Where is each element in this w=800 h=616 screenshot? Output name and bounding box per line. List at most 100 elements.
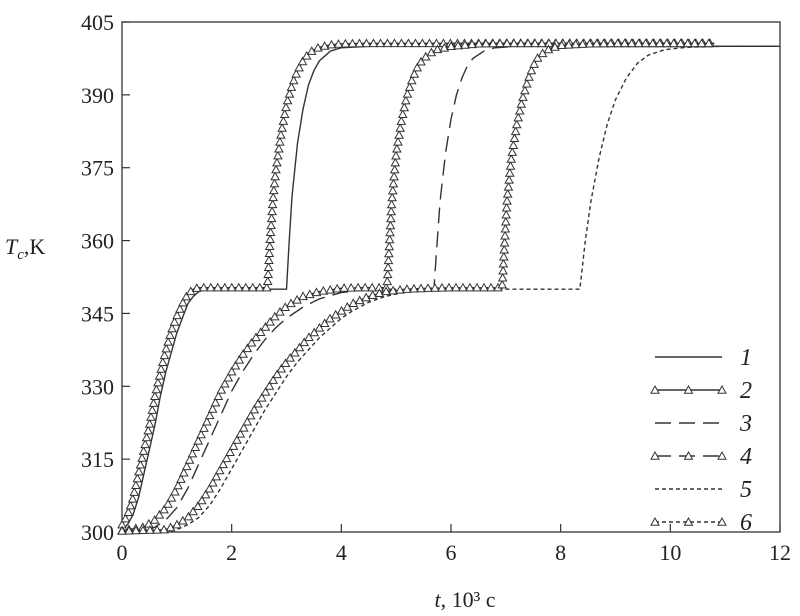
series-6-marker (319, 318, 330, 328)
series-6-marker (348, 298, 359, 307)
legend-item-4: 4 (650, 444, 752, 470)
series-2-marker (274, 143, 284, 153)
series-6-marker (232, 435, 242, 444)
series-2-marker (297, 56, 308, 66)
x-tick-label: 12 (769, 540, 791, 565)
series-2-marker (270, 171, 281, 181)
series-2-marker (275, 136, 285, 146)
series-4-marker (460, 40, 470, 49)
series-4-marker (397, 109, 408, 119)
series-4-marker (246, 337, 257, 347)
series-6-marker (612, 38, 623, 48)
x-tick-label: 8 (555, 540, 566, 565)
legend-marker (650, 384, 660, 394)
series-6-marker (507, 147, 518, 156)
series-6-marker (218, 459, 229, 469)
series-2-marker (212, 282, 223, 292)
legend-marker (717, 516, 727, 526)
series-6-marker (499, 244, 510, 254)
series-6-marker (524, 72, 534, 81)
y-tick-label: 300 (81, 520, 114, 545)
series-6-marker (514, 105, 525, 115)
series-4-marker (391, 150, 401, 160)
series-6-marker (458, 282, 468, 292)
series-6-marker (640, 38, 651, 48)
series-4-marker (392, 143, 402, 153)
series-6-marker (661, 38, 672, 48)
series-6-marker (682, 38, 693, 48)
series-2-marker (175, 304, 185, 313)
series-4-marker (399, 102, 410, 112)
series-6-marker (502, 188, 513, 198)
series-6-marker (221, 453, 232, 463)
series-6-marker (668, 38, 679, 48)
series-6-marker (497, 279, 508, 289)
series-2-marker (172, 310, 182, 320)
series-2-marker (389, 38, 400, 48)
series-6-marker (264, 381, 275, 390)
legend-marker (717, 384, 727, 394)
series-6-marker (253, 398, 263, 408)
series-6-marker (521, 78, 532, 88)
series-2-marker (165, 330, 175, 339)
series-2-marker (263, 269, 273, 278)
series-2-marker (282, 95, 293, 105)
series-6-marker (598, 38, 609, 48)
series-6-marker (591, 38, 602, 48)
series-6-marker (409, 283, 419, 293)
series-6-marker (183, 511, 194, 521)
x-axis-label-var: t (435, 587, 442, 612)
legend-marker (650, 450, 660, 460)
series-4-marker (400, 95, 411, 105)
series-6-marker (584, 38, 595, 48)
series-4-marker (383, 262, 393, 272)
x-axis-label-unit: , 10³ с (441, 587, 496, 612)
series-4-marker (207, 403, 218, 413)
series-4-marker (176, 474, 186, 483)
series-2-marker (279, 109, 290, 118)
series-2-marker (277, 123, 287, 132)
series-2-marker (132, 473, 143, 483)
x-tick-label: 10 (659, 540, 681, 565)
series-6-marker (304, 332, 314, 341)
series-6-marker (444, 282, 454, 292)
series-6-marker (502, 195, 512, 205)
series-2-marker (169, 316, 180, 326)
series-4-marker (406, 75, 417, 85)
legend: 1 2 3 4 5 6 (650, 345, 752, 536)
legend-item-6: 6 (650, 510, 752, 536)
series-2-marker (159, 350, 170, 360)
series-6-marker (543, 44, 554, 54)
series-4-marker (196, 429, 206, 439)
series-6-marker (486, 282, 496, 292)
series-4-marker (416, 56, 426, 66)
series-6-marker (501, 202, 512, 212)
series-2-marker (424, 38, 435, 48)
series-4-marker (202, 416, 212, 426)
series-2-marker (154, 370, 165, 380)
series-6-marker (577, 39, 588, 48)
series-2-marker (156, 364, 166, 373)
series-6-marker (506, 154, 517, 163)
y-axis-label: Tc,K (5, 234, 45, 263)
series-6-marker (472, 282, 482, 292)
series-6-marker (145, 525, 155, 534)
series-6-marker (520, 85, 530, 95)
series-4-marker (420, 51, 431, 61)
y-axis-label-var: T (5, 234, 19, 259)
series-4-marker (360, 282, 370, 292)
series-6-marker (647, 38, 658, 48)
y-tick-label: 405 (81, 10, 114, 35)
series-4-marker (523, 38, 533, 48)
series-4-marker (488, 38, 498, 48)
series-6-marker (626, 38, 637, 48)
series-4-marker (396, 116, 407, 125)
series-2-marker (198, 282, 209, 292)
series-4-marker (387, 185, 398, 195)
series-4-marker (516, 38, 526, 48)
series-6-marker (498, 251, 509, 261)
series-2-marker (417, 38, 428, 48)
series-6-marker (500, 216, 511, 226)
series-6-marker (272, 369, 282, 379)
